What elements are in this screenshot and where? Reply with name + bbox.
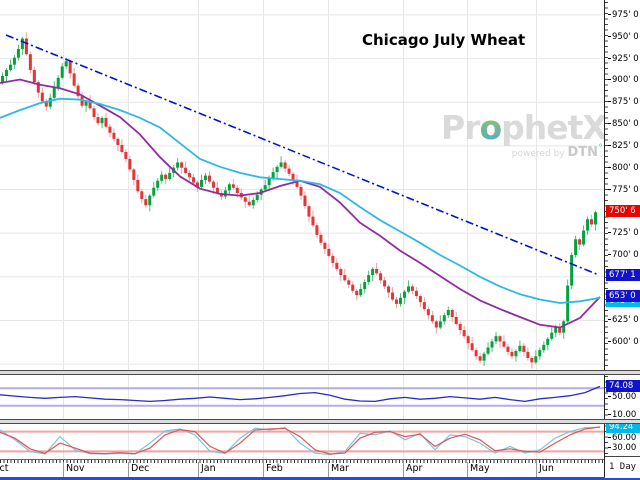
month-separator — [536, 462, 537, 477]
oscillator-tick-label: 50.00 — [608, 392, 636, 402]
price-tick-label: 600' 0 — [608, 337, 639, 347]
price-axis[interactable]: 975' 0 950' 0 925' 0 900' 0 875' 0 850' 0 825'… — [604, 0, 640, 480]
price-tick-label: 825' 0 — [608, 141, 639, 151]
price-tick-label: 975' 0 — [608, 10, 639, 20]
candlesticks — [1, 32, 598, 369]
stochastic-oscillator-panel[interactable] — [0, 424, 604, 459]
downtrend-line — [5, 34, 598, 275]
price-flag-label: 677' 1 — [606, 268, 640, 281]
month-label: Oct — [0, 463, 9, 474]
horizontal-scrollbar[interactable] — [0, 477, 640, 480]
moving-average-cyan — [0, 97, 601, 304]
month-label: Dec — [131, 463, 150, 474]
oscillator-tick-label: 60.00 — [608, 433, 636, 443]
oscillator-value-flag: 74.08 — [606, 380, 640, 393]
price-tick-label: 775' 0 — [608, 185, 639, 195]
month-separator — [467, 462, 468, 477]
price-tick-label: 875' 0 — [608, 97, 639, 107]
oscillator-tick-label: 10.00 — [608, 410, 636, 420]
price-tick-label: 625' 0 — [608, 315, 639, 325]
month-separator — [328, 462, 329, 477]
price-tick-label: 900' 0 — [608, 75, 639, 85]
prophetx-watermark: ProphetX® powered by DTN° — [441, 106, 616, 161]
interval-selector[interactable]: 1 Day — [605, 456, 640, 478]
stochastic-d-line — [0, 426, 601, 455]
momentum-oscillator-panel[interactable] — [0, 375, 604, 419]
oscillator-line — [0, 385, 601, 403]
price-tick-label: 925' 0 — [608, 54, 639, 64]
dtn-dot-icon: ° — [598, 143, 603, 154]
prophetx-logo: ProphetX® — [441, 106, 616, 147]
month-separator — [198, 462, 199, 477]
month-label: Jan — [201, 463, 216, 474]
main-price-chart[interactable] — [0, 0, 604, 370]
prophetx-logo-o-icon: o — [479, 108, 502, 147]
price-tick-label: 950' 0 — [608, 32, 639, 42]
price-flag-label: 750' 6 — [606, 204, 640, 217]
month-label: Feb — [266, 463, 283, 474]
panel-separator[interactable] — [0, 370, 640, 375]
month-separator — [128, 462, 129, 477]
month-label: Apr — [406, 463, 423, 474]
price-flag-label: 653' 0 — [606, 290, 640, 303]
month-label: Mar — [331, 463, 349, 474]
price-tick-label: 800' 0 — [608, 163, 639, 173]
panel-separator[interactable] — [0, 419, 640, 424]
month-separator — [63, 462, 64, 477]
month-label: Nov — [66, 463, 85, 474]
powered-by-dtn: powered by DTN° — [511, 143, 603, 160]
price-axis-minor-ticks — [605, 2, 608, 459]
oscillator-tick-label: 30.00 — [608, 443, 636, 453]
month-separator — [263, 462, 264, 477]
price-tick-label: 700' 0 — [608, 250, 639, 260]
month-label: Jun — [539, 463, 554, 474]
time-axis[interactable]: Oct Nov Dec Jan Feb Mar Apr May Jun — [0, 462, 604, 477]
time-axis-minor-ticks — [0, 459, 604, 463]
month-label: May — [470, 463, 490, 474]
month-separator — [403, 462, 404, 477]
price-tick-label: 725' 0 — [608, 228, 639, 238]
chart-title: Chicago July Wheat — [362, 31, 526, 49]
price-tick-label: 850' 0 — [608, 119, 639, 129]
